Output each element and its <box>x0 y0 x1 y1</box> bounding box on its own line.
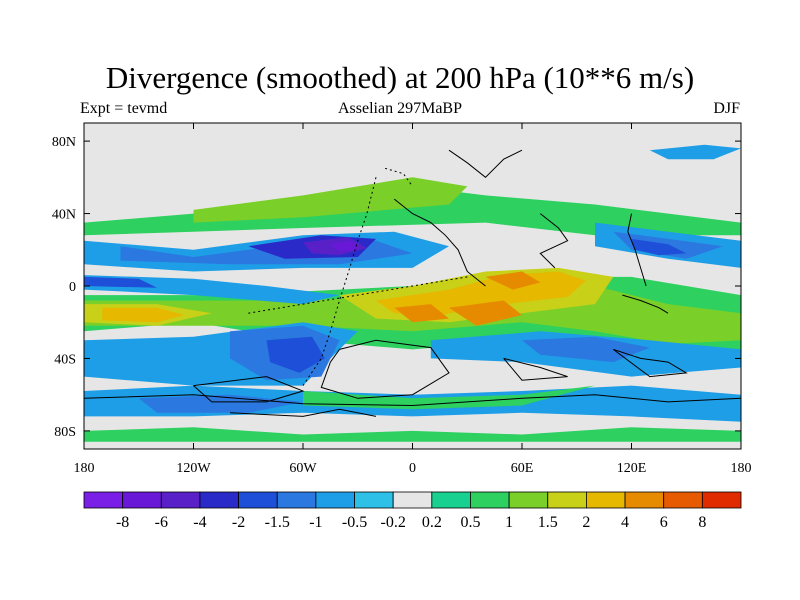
colorbar-swatch <box>276 491 317 509</box>
colorbar-swatch <box>238 491 278 509</box>
colorbar-label: 0.2 <box>422 514 442 531</box>
period-label: Asselian 297MaBP <box>338 100 462 117</box>
lat-tick-label: 40S <box>54 352 76 367</box>
contour-region <box>84 186 741 236</box>
contour-region <box>266 336 325 373</box>
contour-region <box>649 144 741 160</box>
coastline <box>503 357 568 381</box>
lon-tick-label: 180 <box>731 461 752 476</box>
contour-region <box>449 300 522 326</box>
contour-region <box>394 304 449 323</box>
contour-region <box>330 240 358 252</box>
colorbar-swatch <box>315 491 355 509</box>
coastline <box>539 213 569 269</box>
coastline <box>84 394 741 407</box>
lat-tick-label: 40N <box>52 208 76 223</box>
colorbar-label: 6 <box>660 514 668 531</box>
colorbar-label: 8 <box>698 514 706 531</box>
contour-region <box>522 336 650 363</box>
contour-region <box>138 394 303 413</box>
coastline <box>193 376 305 403</box>
colorbar-swatch <box>199 491 239 509</box>
page-title: Divergence (smoothed) at 200 hPa (10**6 … <box>105 60 695 95</box>
colorbar-swatch <box>624 491 665 509</box>
contour-region <box>102 307 185 323</box>
latitude-axis: 80N 40N 0 40S 80S <box>52 135 741 440</box>
colorbar-label: -0.5 <box>342 514 367 531</box>
lon-tick-label: 180 <box>74 461 95 476</box>
colorbar-swatch <box>392 491 433 509</box>
colorbar-label: 2 <box>582 514 590 531</box>
lon-tick-label: 0 <box>409 461 416 476</box>
lon-tick-label: 60E <box>511 461 534 476</box>
colorbar-swatch <box>586 491 626 509</box>
colorbar: -8 -6 -4 -2 -1.5 -1 -0.5 -0.2 0.2 0.5 1 1.5 2 4 6 8 <box>83 491 742 531</box>
colorbar-swatch <box>470 491 510 509</box>
colorbar-swatch <box>122 491 162 509</box>
colorbar-label: -4 <box>193 514 206 531</box>
colorbar-swatch <box>701 491 742 509</box>
coastline <box>448 149 523 178</box>
coastline <box>622 294 669 314</box>
coastline <box>393 198 486 287</box>
lon-tick-label: 120E <box>617 461 647 476</box>
colorbar-label: 1.5 <box>538 514 558 531</box>
colorbar-swatch <box>508 491 549 509</box>
colorbar-label: 4 <box>621 514 629 531</box>
contour-region <box>84 275 340 305</box>
season-label: DJF <box>713 100 740 117</box>
colorbar-label: 1 <box>505 514 513 531</box>
contour-region <box>303 385 595 410</box>
coastline <box>627 213 647 287</box>
contour-region <box>485 271 541 290</box>
colorbar-swatch <box>83 491 124 509</box>
contour-region <box>193 177 468 223</box>
colorbar-swatch <box>160 491 201 509</box>
colorbar-swatch <box>663 491 703 509</box>
lon-tick-label: 60W <box>289 461 317 476</box>
colorbar-swatch <box>354 491 394 509</box>
colorbar-label: 0.5 <box>460 514 480 531</box>
coastline <box>320 339 450 399</box>
colorbar-label: -0.2 <box>381 514 406 531</box>
colorbar-swatch <box>431 491 471 509</box>
colorbar-label: -8 <box>116 514 129 531</box>
coastline <box>229 408 377 417</box>
colorbar-label: -1.5 <box>265 514 290 531</box>
colorbar-label: -2 <box>232 514 245 531</box>
experiment-label: Expt = tevmd <box>80 100 168 117</box>
colorbar-label: -6 <box>155 514 168 531</box>
lat-tick-label: 80N <box>52 135 76 150</box>
colorbar-swatch <box>547 491 587 509</box>
coastline <box>384 167 413 187</box>
coastlines <box>84 149 741 417</box>
lat-tick-label: 0 <box>69 280 76 295</box>
contour-region <box>84 427 741 442</box>
lon-tick-label: 120W <box>176 461 211 476</box>
longitude-axis: 180 120W 60W 0 60E 120E 180 <box>74 123 752 476</box>
contour-region <box>631 238 687 256</box>
lat-tick-label: 80S <box>54 425 76 440</box>
contour-region <box>84 276 157 288</box>
coastline <box>613 348 688 378</box>
divergence-field <box>84 144 741 442</box>
colorbar-label: -1 <box>309 514 322 531</box>
coastline <box>248 276 468 314</box>
